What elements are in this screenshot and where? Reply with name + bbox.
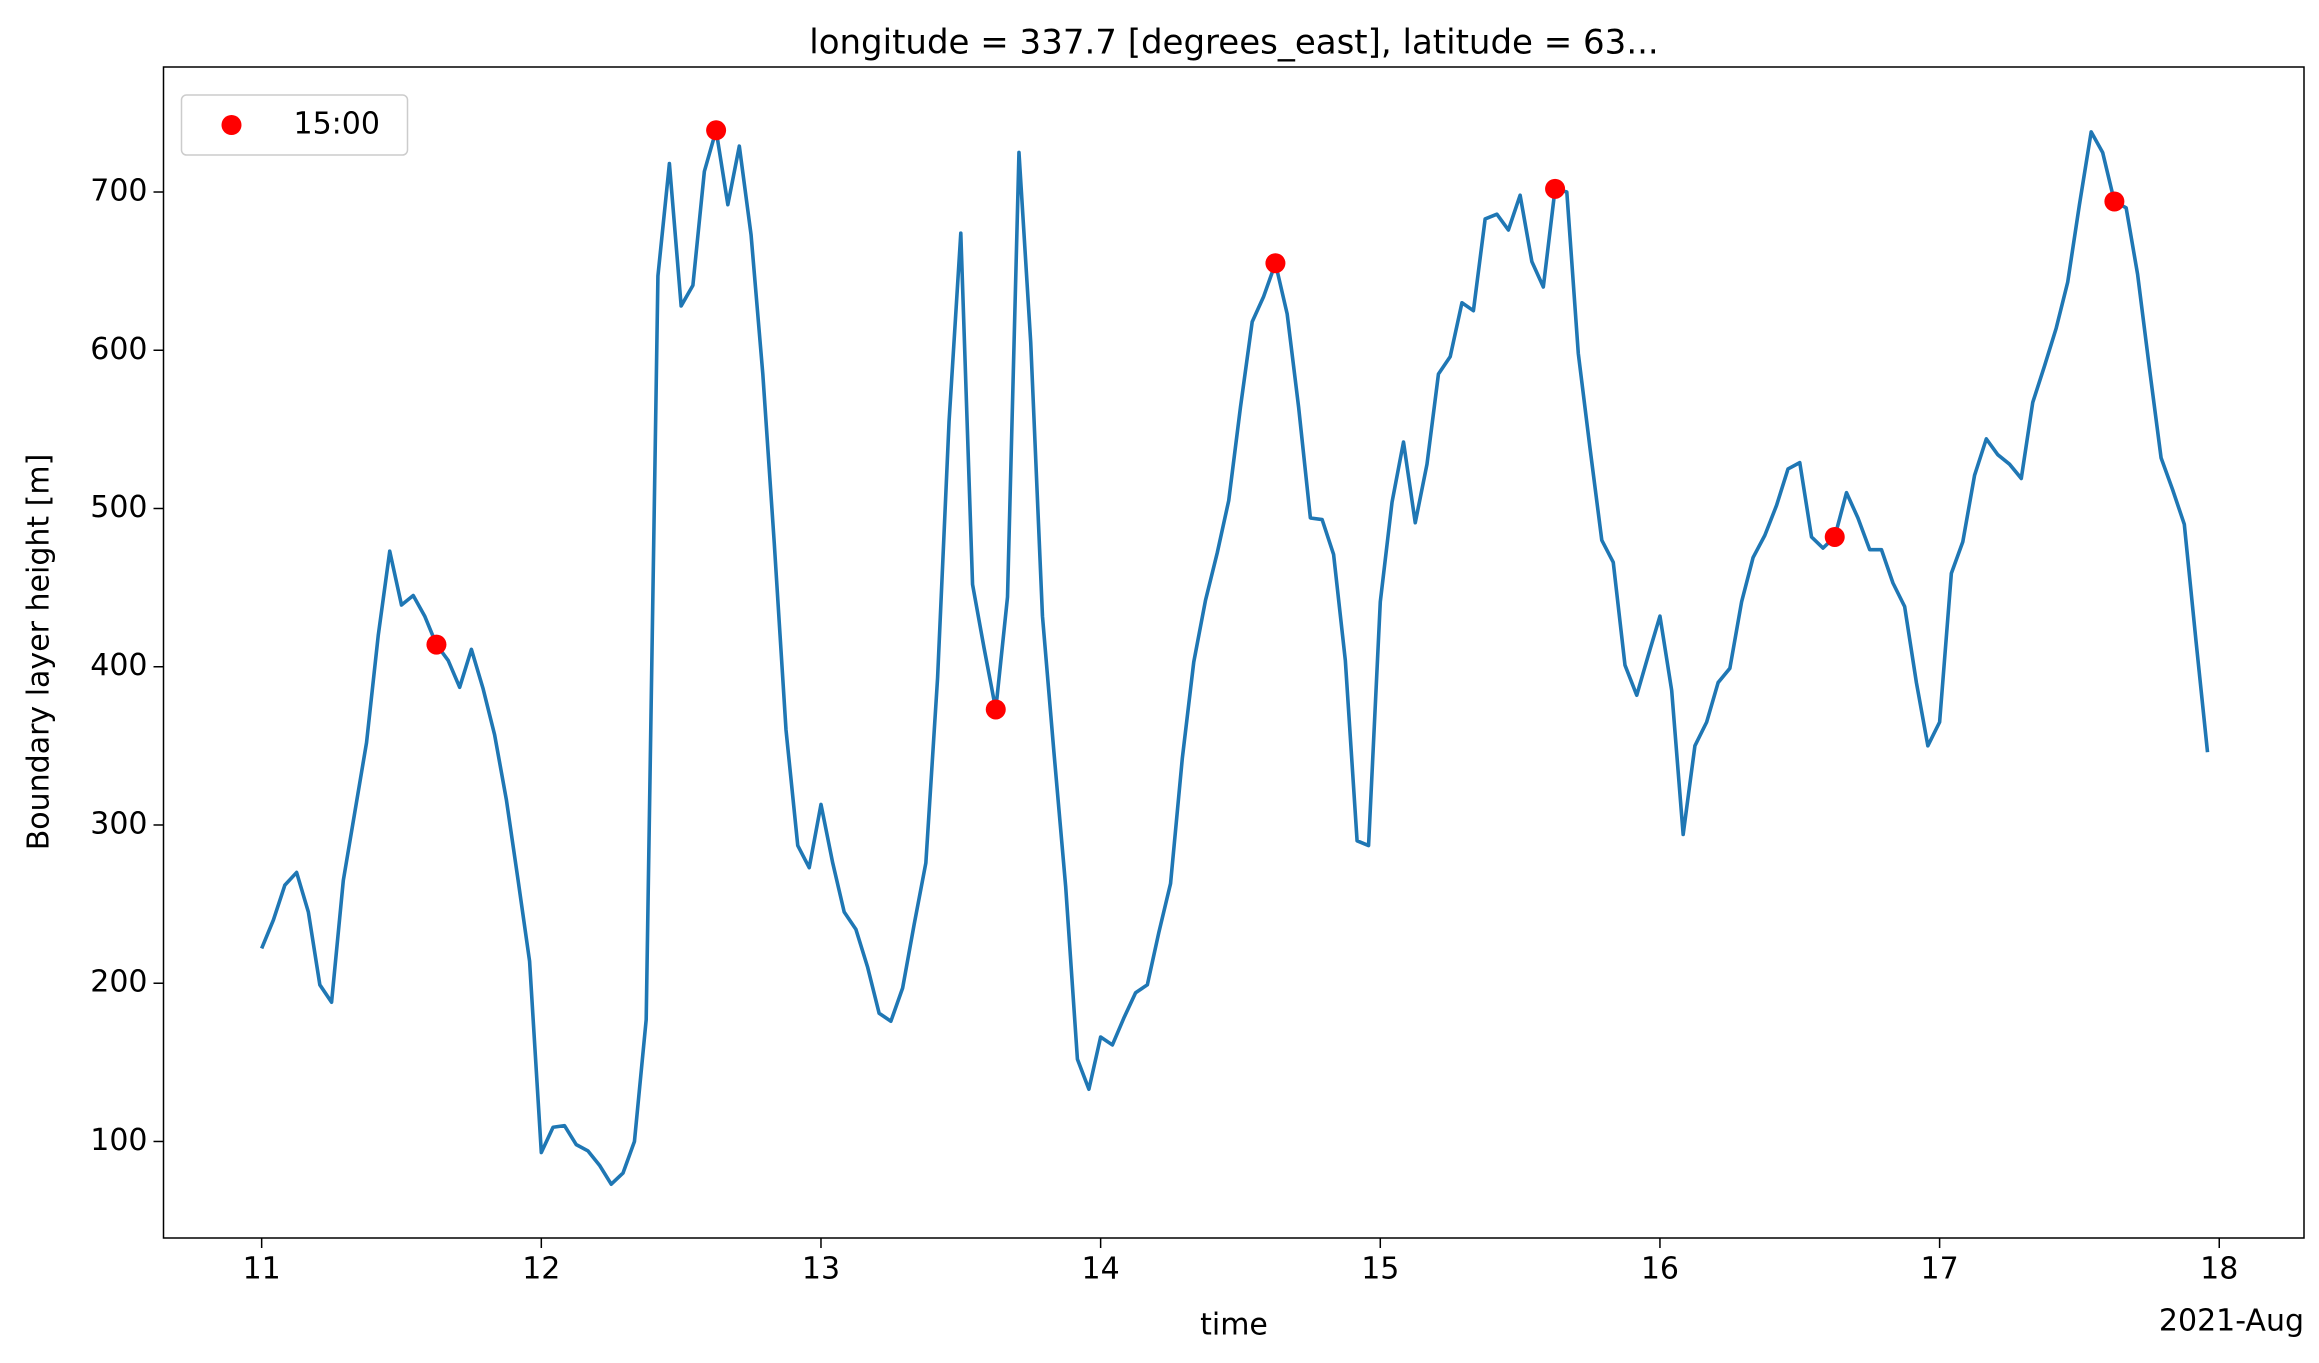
legend-marker xyxy=(221,115,242,135)
data-point xyxy=(1545,178,1566,199)
data-point xyxy=(426,634,447,655)
y-tick-label: 200 xyxy=(90,965,147,1000)
chart-title: longitude = 337.7 [degrees_east], latitu… xyxy=(809,23,1659,63)
x-tick-label: 14 xyxy=(1082,1252,1120,1287)
plot-frame xyxy=(162,66,2305,1239)
x-tick-label: 17 xyxy=(1921,1252,1959,1287)
y-tick-label: 300 xyxy=(90,806,147,841)
data-point xyxy=(1824,526,1845,547)
legend-box xyxy=(180,94,409,156)
y-tick-label: 700 xyxy=(90,174,147,209)
data-line xyxy=(259,128,2210,1186)
x-axis-label: time xyxy=(1200,1308,1268,1343)
data-point xyxy=(1265,253,1286,274)
x-tick-label: 16 xyxy=(1641,1252,1679,1287)
x-tick-label: 15 xyxy=(1361,1252,1399,1287)
x-tick-label: 13 xyxy=(802,1252,840,1287)
x-offset-label: 2021-Aug xyxy=(2159,1304,2304,1339)
x-tick-label: 12 xyxy=(522,1252,560,1287)
y-axis-label: Boundary layer height [m] xyxy=(22,454,57,851)
legend-label: 15:00 xyxy=(294,107,380,142)
y-tick-label: 500 xyxy=(90,490,147,525)
data-point xyxy=(706,120,727,141)
x-tick-label: 11 xyxy=(243,1252,281,1287)
y-tick-label: 600 xyxy=(90,332,147,367)
y-tick-label: 100 xyxy=(90,1123,147,1158)
x-tick-label: 18 xyxy=(2200,1252,2238,1287)
y-tick-label: 400 xyxy=(90,648,147,683)
data-point xyxy=(985,699,1006,720)
data-point xyxy=(2104,191,2125,212)
